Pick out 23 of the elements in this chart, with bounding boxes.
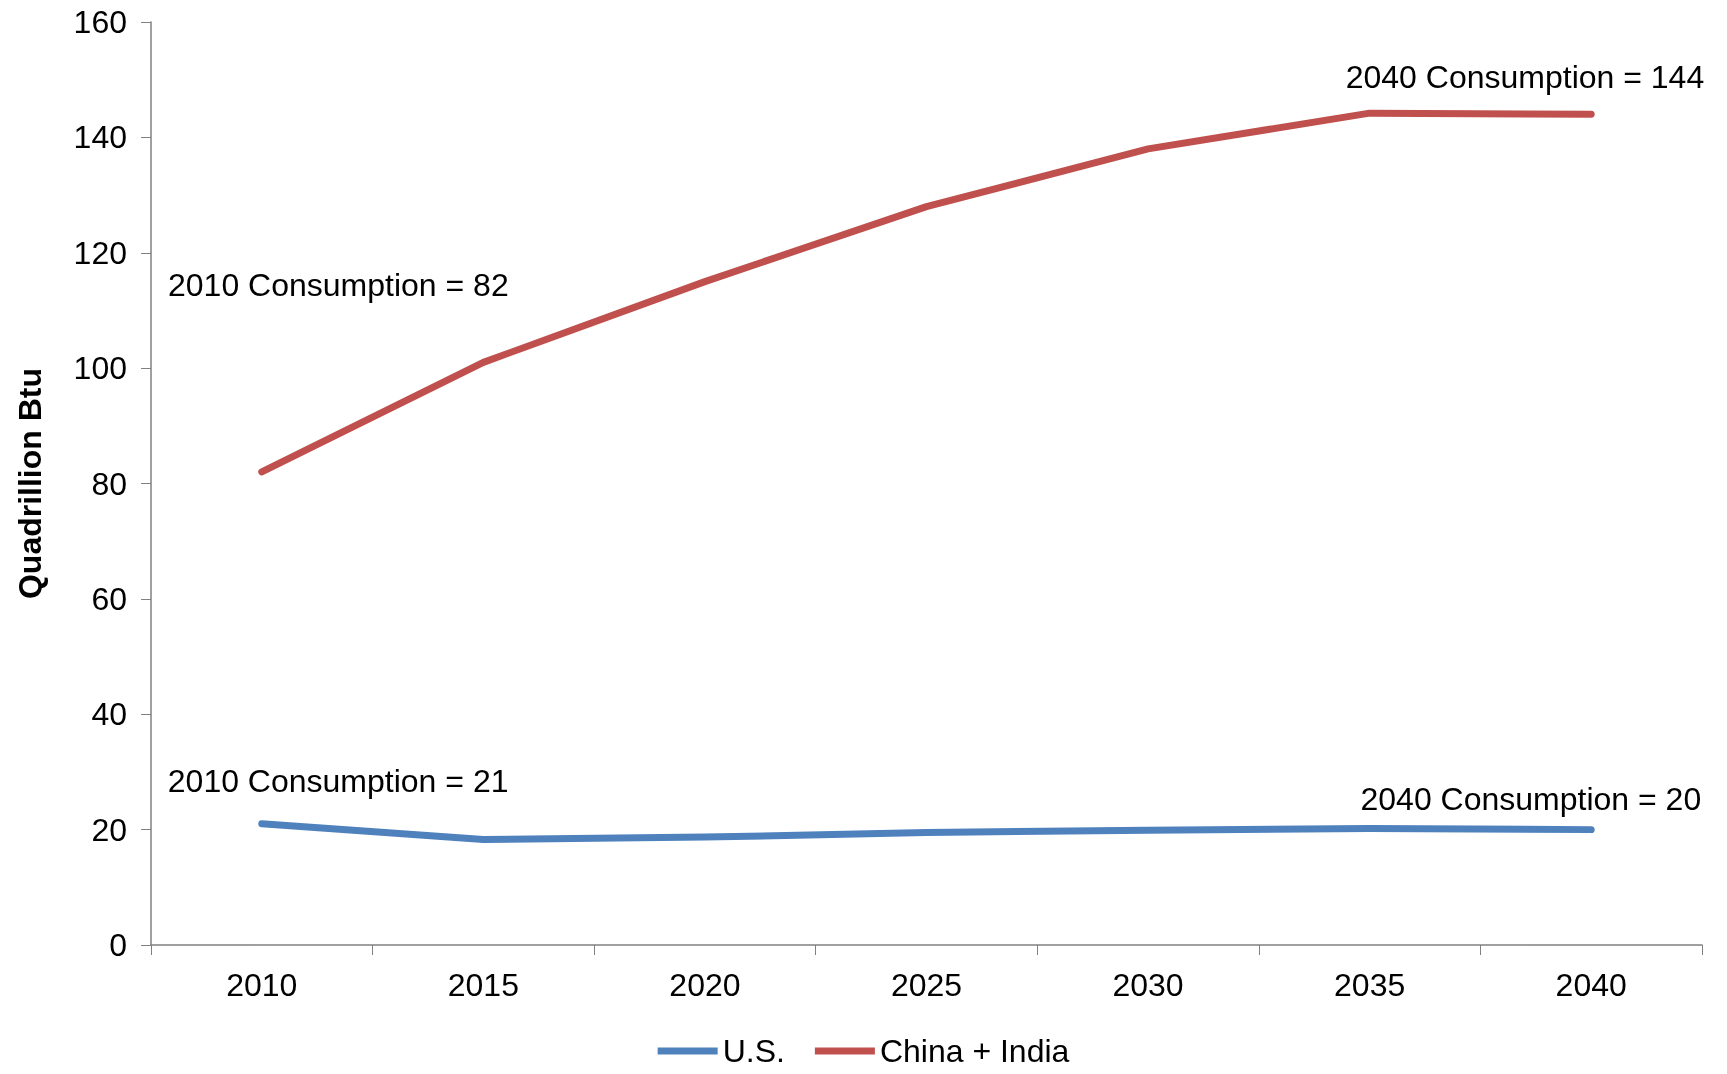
y-axis-title: Quadrillion Btu: [12, 367, 48, 600]
legend-label: U.S.: [722, 1033, 785, 1069]
y-tick-label: 100: [73, 350, 127, 387]
y-tick-label: 0: [109, 927, 127, 963]
x-tick-label: 2035: [1334, 967, 1406, 1003]
y-tick-label: 60: [91, 580, 127, 617]
y-tick-label: 120: [73, 234, 127, 271]
x-tick-label: 2015: [447, 967, 519, 1003]
annotation: 2010 Consumption = 82: [168, 267, 509, 303]
y-tick-label: 80: [91, 465, 127, 502]
x-tick-label: 2030: [1112, 967, 1184, 1003]
x-tick-label: 2010: [226, 967, 298, 1003]
y-tick-label: 20: [91, 811, 127, 848]
annotation: 2040 Consumption = 20: [1360, 780, 1702, 817]
y-tick-label: 140: [73, 119, 127, 156]
y-tick-label: 160: [73, 4, 127, 40]
y-tick-label: 40: [91, 696, 127, 733]
legend-label: China + India: [879, 1033, 1070, 1069]
x-tick-label: 2025: [890, 967, 963, 1003]
annotation: 2010 Consumption = 21: [167, 762, 509, 799]
x-tick-label: 2020: [669, 967, 741, 1003]
annotation: 2040 Consumption = 144: [1345, 59, 1705, 96]
x-tick-label: 2040: [1555, 967, 1627, 1003]
